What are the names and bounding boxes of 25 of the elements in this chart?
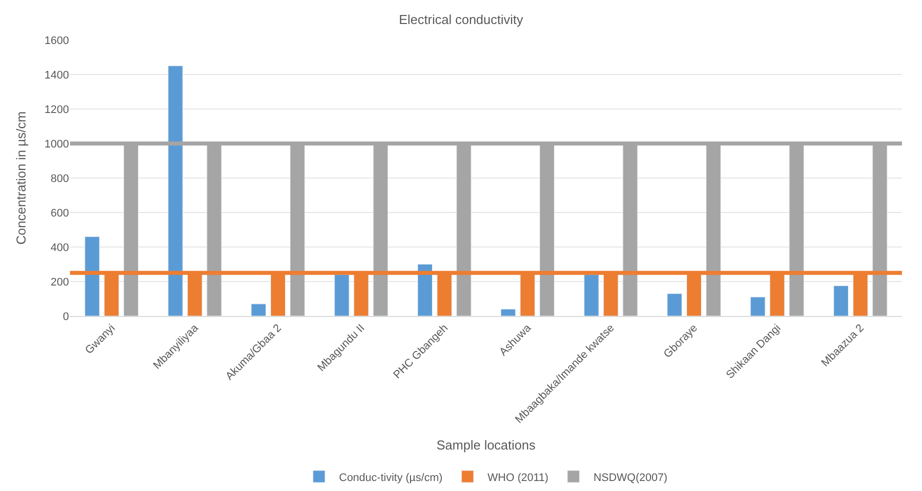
y-tick-label: 400 bbox=[50, 242, 69, 254]
chart-title: Electrical conductivity bbox=[398, 12, 524, 27]
y-tick-label: 1600 bbox=[44, 34, 69, 47]
y-tick-label: 1000 bbox=[44, 138, 69, 150]
legend-label: Conduc-tivity (µs/cm) bbox=[339, 472, 443, 484]
y-tick-label: 800 bbox=[50, 172, 69, 185]
x-axis-title: Sample locations bbox=[436, 437, 536, 452]
y-tick-label: 0 bbox=[62, 310, 69, 323]
y-tick-label: 600 bbox=[50, 207, 69, 220]
y-axis-title: Concentration in µs/cm bbox=[13, 111, 28, 245]
bar bbox=[500, 308, 516, 316]
bar bbox=[833, 286, 849, 316]
bar bbox=[667, 293, 682, 316]
bar bbox=[251, 304, 266, 316]
y-tick-label: 1200 bbox=[44, 104, 69, 116]
bar bbox=[750, 296, 766, 316]
bar bbox=[168, 66, 183, 316]
y-tick-label: 200 bbox=[50, 276, 69, 288]
bar bbox=[84, 236, 100, 316]
y-tick-label: 1400 bbox=[44, 69, 69, 82]
legend-label: NSDWQ(2007) bbox=[593, 472, 668, 484]
bar bbox=[584, 274, 599, 316]
bar bbox=[417, 264, 433, 316]
legend-label: WHO (2011) bbox=[488, 472, 548, 484]
bar bbox=[334, 274, 350, 316]
